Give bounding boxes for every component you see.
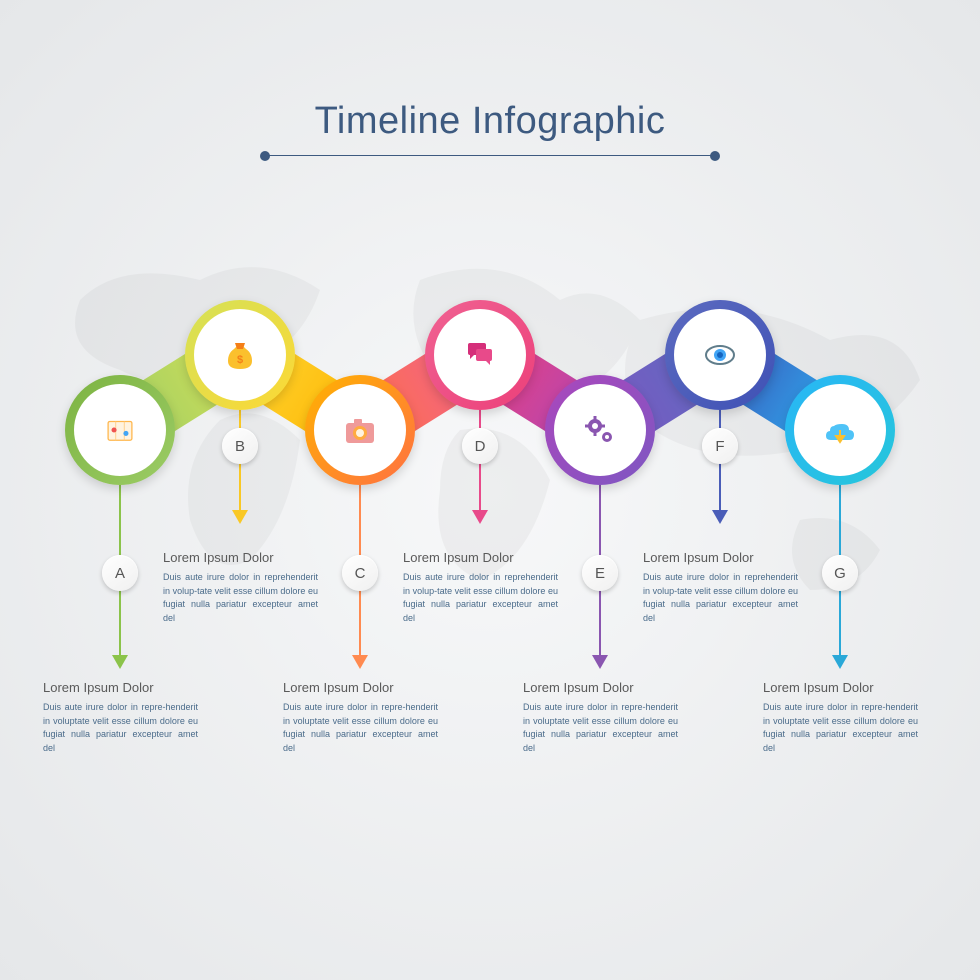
- node-body: Duis aute irure dolor in repre-henderit …: [283, 701, 438, 755]
- arrow-down-icon: [352, 655, 368, 669]
- arrow-down-icon: [712, 510, 728, 524]
- money-bag-icon: [220, 335, 260, 375]
- node-ring: [65, 375, 175, 485]
- cloud-download-icon: [820, 410, 860, 450]
- node-heading: Lorem Ipsum Dolor: [643, 550, 798, 565]
- node-text-c: Lorem Ipsum Dolor Duis aute irure dolor i…: [283, 680, 438, 755]
- node-ring: [305, 375, 415, 485]
- node-text-f: Lorem Ipsum Dolor Duis aute irure dolor i…: [643, 550, 798, 625]
- title-block: Timeline Infographic: [265, 100, 715, 156]
- node-text-b: Lorem Ipsum Dolor Duis aute irure dolor i…: [163, 550, 318, 625]
- node-inner: [554, 384, 646, 476]
- arrow-down-icon: [232, 510, 248, 524]
- letter-badge-b: B: [222, 428, 258, 464]
- node-inner: [434, 309, 526, 401]
- node-inner: [314, 384, 406, 476]
- arrow-down-icon: [832, 655, 848, 669]
- node-inner: [74, 384, 166, 476]
- letter-badge-g: G: [822, 555, 858, 591]
- timeline-node-e: [545, 375, 655, 485]
- node-ring: [545, 375, 655, 485]
- timeline-node-b: [185, 300, 295, 410]
- timeline-node-d: [425, 300, 535, 410]
- node-inner: [194, 309, 286, 401]
- letter-badge-a: A: [102, 555, 138, 591]
- node-body: Duis aute irure dolor in reprehenderit i…: [643, 571, 798, 625]
- node-heading: Lorem Ipsum Dolor: [283, 680, 438, 695]
- node-body: Duis aute irure dolor in repre-henderit …: [523, 701, 678, 755]
- node-ring: [425, 300, 535, 410]
- timeline-node-f: [665, 300, 775, 410]
- page-title: Timeline Infographic: [265, 100, 715, 143]
- arrow-down-icon: [112, 655, 128, 669]
- node-heading: Lorem Ipsum Dolor: [403, 550, 558, 565]
- node-body: Duis aute irure dolor in reprehenderit i…: [403, 571, 558, 625]
- node-ring: [185, 300, 295, 410]
- node-heading: Lorem Ipsum Dolor: [763, 680, 918, 695]
- node-body: Duis aute irure dolor in repre-henderit …: [763, 701, 918, 755]
- timeline-node-a: [65, 375, 175, 485]
- letter-badge-c: C: [342, 555, 378, 591]
- camera-icon: [340, 410, 380, 450]
- node-body: Duis aute irure dolor in repre-henderit …: [43, 701, 198, 755]
- title-underline: [265, 155, 715, 156]
- timeline-node-g: [785, 375, 895, 485]
- timeline-node-c: [305, 375, 415, 485]
- gears-icon: [580, 410, 620, 450]
- node-ring: [785, 375, 895, 485]
- letter-badge-d: D: [462, 428, 498, 464]
- node-ring: [665, 300, 775, 410]
- node-heading: Lorem Ipsum Dolor: [163, 550, 318, 565]
- node-heading: Lorem Ipsum Dolor: [523, 680, 678, 695]
- arrow-down-icon: [592, 655, 608, 669]
- node-heading: Lorem Ipsum Dolor: [43, 680, 198, 695]
- node-text-g: Lorem Ipsum Dolor Duis aute irure dolor i…: [763, 680, 918, 755]
- map-icon: [103, 413, 137, 447]
- chat-icon: [460, 335, 500, 375]
- eye-icon: [700, 335, 740, 375]
- node-text-d: Lorem Ipsum Dolor Duis aute irure dolor i…: [403, 550, 558, 625]
- timeline-container: A Lorem Ipsum Dolor Duis aute irure dolor …: [0, 300, 980, 900]
- letter-badge-f: F: [702, 428, 738, 464]
- node-inner: [794, 384, 886, 476]
- letter-badge-e: E: [582, 555, 618, 591]
- node-text-a: Lorem Ipsum Dolor Duis aute irure dolor i…: [43, 680, 198, 755]
- node-body: Duis aute irure dolor in reprehenderit i…: [163, 571, 318, 625]
- node-inner: [674, 309, 766, 401]
- node-text-e: Lorem Ipsum Dolor Duis aute irure dolor i…: [523, 680, 678, 755]
- arrow-down-icon: [472, 510, 488, 524]
